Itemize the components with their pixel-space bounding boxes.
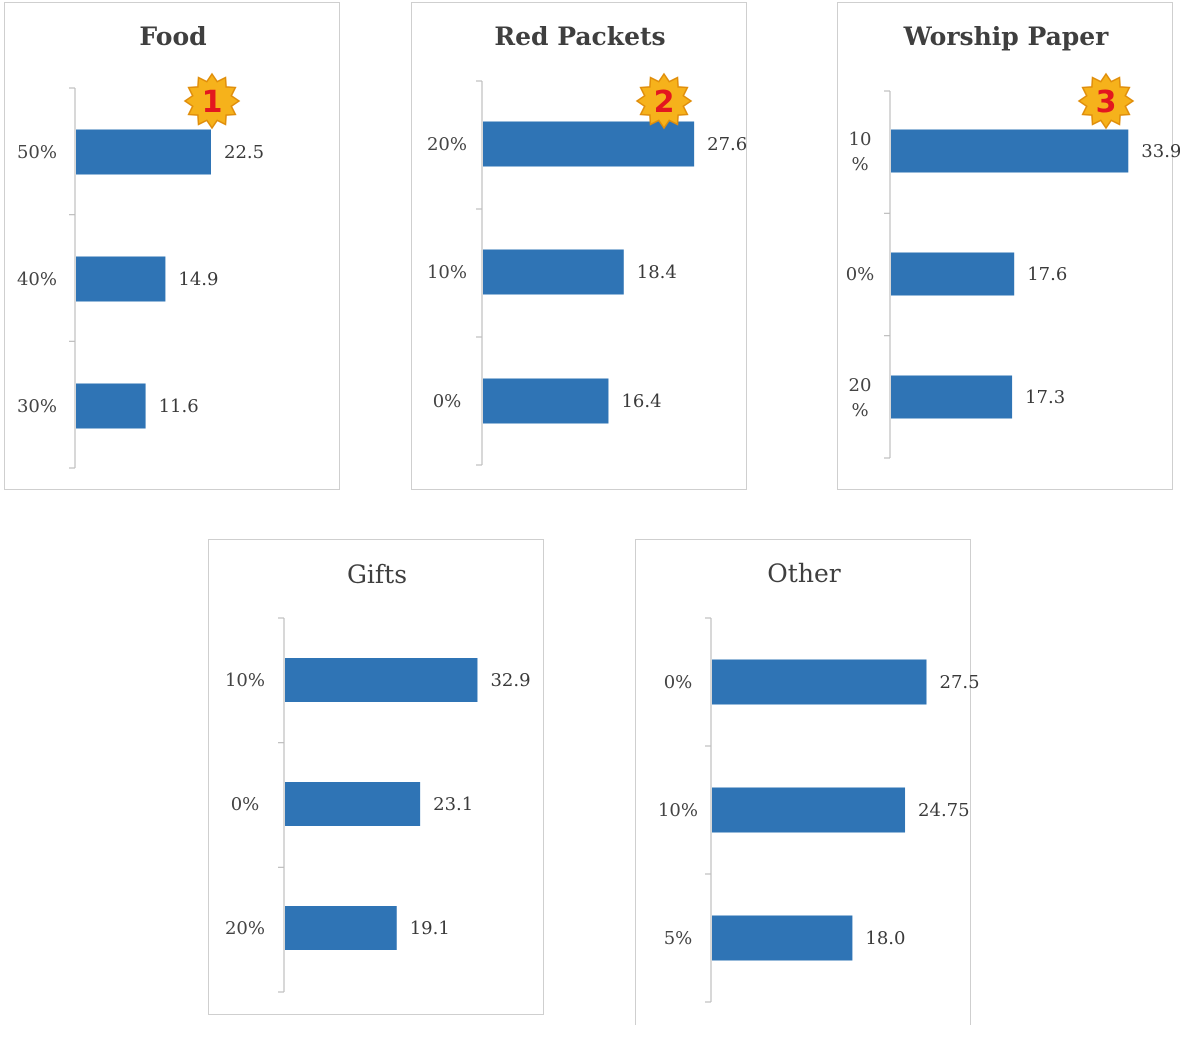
category-label-gifts-3: 20% xyxy=(225,918,265,939)
chart-panel-food: Food 50% 22.5 40% 14.9 30% 11.6 1 xyxy=(4,2,340,490)
category-label-other-2: 10% xyxy=(658,800,698,821)
bar-red-packets-1 xyxy=(483,121,695,167)
category-label-food-2: 40% xyxy=(17,269,57,290)
chart-svg-gifts: Gifts 10% 32.9 0% 23.1 20% 19.1 xyxy=(225,560,531,993)
value-label-gifts-1: 32.9 xyxy=(490,670,530,691)
value-label-gifts-3: 19.1 xyxy=(410,918,450,939)
category-label-part: % xyxy=(851,400,868,421)
category-label-part: 20 xyxy=(849,375,872,396)
chart-title-other: Other xyxy=(767,559,840,588)
category-label-food-3: 30% xyxy=(17,396,57,417)
bar-gifts-2 xyxy=(285,782,421,826)
value-label-worship-paper-1: 33.9 xyxy=(1141,141,1180,162)
category-label-part: % xyxy=(851,154,868,175)
rank-badge-number: 3 xyxy=(1096,85,1117,120)
rank-badge-number: 2 xyxy=(654,85,675,120)
bar-red-packets-3 xyxy=(483,378,609,424)
chart-panel-worship-paper: Worship Paper 10% 33.9 0% 17.6 20% 17.3 3 xyxy=(837,2,1180,490)
category-label-worship-paper-3: 20% xyxy=(849,375,872,421)
value-label-food-2: 14.9 xyxy=(178,269,218,290)
chart-panel-gifts: Gifts 10% 32.9 0% 23.1 20% 19.1 xyxy=(208,539,544,1015)
chart-svg-red-packets: Red Packets 20% 27.6 10% 18.4 0% 16.4 2 xyxy=(427,22,747,466)
category-label-worship-paper-1: 10% xyxy=(849,129,872,175)
category-label-food-1: 50% xyxy=(17,142,57,163)
bar-worship-paper-2 xyxy=(891,252,1015,296)
value-label-red-packets-3: 16.4 xyxy=(621,391,661,412)
category-label-red-packets-2: 10% xyxy=(427,262,467,283)
bar-other-2 xyxy=(712,787,906,833)
bar-worship-paper-3 xyxy=(891,375,1013,419)
chart-svg-food: Food 50% 22.5 40% 14.9 30% 11.6 1 xyxy=(17,22,264,469)
value-label-other-2: 24.75 xyxy=(918,800,970,821)
value-label-red-packets-2: 18.4 xyxy=(637,262,677,283)
chart-title-red-packets: Red Packets xyxy=(494,22,665,51)
value-label-other-1: 27.5 xyxy=(940,672,980,693)
chart-title-gifts: Gifts xyxy=(347,560,407,589)
bar-worship-paper-1 xyxy=(891,129,1129,173)
category-label-gifts-1: 10% xyxy=(225,670,265,691)
value-label-gifts-2: 23.1 xyxy=(433,794,473,815)
category-label-red-packets-1: 20% xyxy=(427,134,467,155)
bar-other-1 xyxy=(712,659,927,705)
rank-badge-number: 1 xyxy=(202,85,223,120)
bar-gifts-1 xyxy=(285,658,478,702)
value-label-other-3: 18.0 xyxy=(865,928,905,949)
bar-gifts-3 xyxy=(285,906,397,950)
bar-food-1 xyxy=(76,129,211,175)
value-label-red-packets-1: 27.6 xyxy=(707,134,747,155)
chart-title-worship-paper: Worship Paper xyxy=(903,22,1110,51)
chart-svg-other: Other 0% 27.5 10% 24.75 5% 18.0 xyxy=(658,559,980,1003)
rank-badge-star-icon xyxy=(635,72,693,130)
category-label-red-packets-3: 0% xyxy=(433,391,462,412)
chart-panel-other: Other 0% 27.5 10% 24.75 5% 18.0 xyxy=(635,539,980,1025)
bar-other-3 xyxy=(712,915,853,961)
chart-panel-red-packets: Red Packets 20% 27.6 10% 18.4 0% 16.4 2 xyxy=(411,2,747,490)
chart-title-food: Food xyxy=(139,22,206,51)
bar-red-packets-2 xyxy=(483,249,624,295)
value-label-food-3: 11.6 xyxy=(159,396,199,417)
category-label-part: 10 xyxy=(849,129,872,150)
rank-badge-star-icon xyxy=(183,72,241,130)
bar-food-2 xyxy=(76,256,166,302)
category-label-gifts-2: 0% xyxy=(231,794,260,815)
bar-food-3 xyxy=(76,383,146,429)
category-label-worship-paper-2: 0% xyxy=(846,264,875,285)
value-label-worship-paper-2: 17.6 xyxy=(1027,264,1067,285)
value-label-food-1: 22.5 xyxy=(224,142,264,163)
chart-svg-worship-paper: Worship Paper 10 % 33.9 0% 17.6 20 % 17.3 3 xyxy=(846,22,1180,459)
category-label-other-1: 0% xyxy=(664,672,693,693)
rank-badge-star-icon xyxy=(1077,72,1135,130)
value-label-worship-paper-3: 17.3 xyxy=(1025,387,1065,408)
category-label-other-3: 5% xyxy=(664,928,693,949)
